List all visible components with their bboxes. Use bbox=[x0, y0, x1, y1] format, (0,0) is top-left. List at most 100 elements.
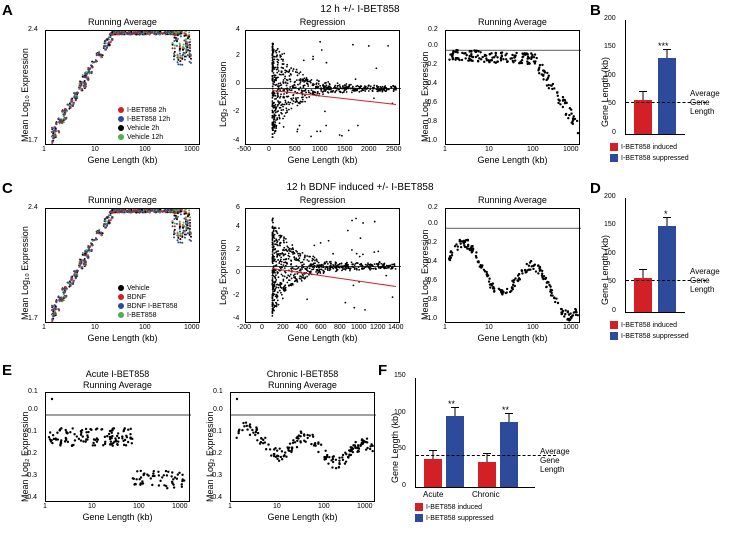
a2-ylabel: Log₂ Expression bbox=[218, 47, 228, 127]
section-title-a: 12 h +/- I-BET858 bbox=[285, 4, 435, 15]
chart-e2-title2: Running Average bbox=[231, 380, 374, 390]
c2-yt1: -2 bbox=[233, 292, 239, 299]
a1-ylabel: Mean Log₁₀ Expression bbox=[20, 32, 30, 142]
chart-a2-title: Regression bbox=[246, 17, 399, 27]
e1-yt5: 0.1 bbox=[28, 388, 38, 395]
legend-d-1: I-BET858 suppressed bbox=[610, 332, 689, 340]
c3-xt2: 100 bbox=[527, 324, 539, 331]
panel-a-label: A bbox=[2, 2, 13, 19]
a2-yt1: -2 bbox=[233, 108, 239, 115]
a3-yt6: 0.2 bbox=[428, 26, 438, 33]
e1-yt2: -0.2 bbox=[25, 450, 37, 457]
a3-xt3: 1000 bbox=[563, 146, 579, 153]
b-yt0: 0 bbox=[612, 129, 616, 136]
a1-xt1: 10 bbox=[91, 146, 99, 153]
c2-yt5: 6 bbox=[236, 204, 240, 211]
chart-a1: Running Average I-BET858 2h I-BET858 12h… bbox=[45, 30, 200, 145]
chart-c2-svg bbox=[246, 209, 401, 324]
e1-xt0: 1 bbox=[43, 503, 47, 510]
e2-yt5: 0.1 bbox=[213, 388, 223, 395]
c3-yt5: 0.0 bbox=[428, 220, 438, 227]
d-yt2: 100 bbox=[604, 250, 616, 257]
a1-xt3: 1000 bbox=[184, 146, 200, 153]
c3-yt4: -0.2 bbox=[425, 239, 437, 246]
avg-label-f: AverageGeneLength bbox=[540, 448, 570, 474]
a2-xt3: 1000 bbox=[312, 146, 328, 153]
b-yt4: 200 bbox=[604, 15, 616, 22]
panel-d-label: D bbox=[590, 180, 601, 197]
a2-xt5: 2000 bbox=[361, 146, 377, 153]
chart-e1: Acute I-BET858 Running Average bbox=[45, 392, 190, 502]
section-title-c: 12 h BDNF induced +/- I-BET858 bbox=[235, 182, 485, 193]
f-yt2: 100 bbox=[394, 409, 406, 416]
a3-xt0: 1 bbox=[443, 146, 447, 153]
chart-e2-svg bbox=[231, 393, 376, 503]
a1-xt0: 1 bbox=[42, 146, 46, 153]
c1-xt0: 1 bbox=[42, 324, 46, 331]
c3-xt3: 1000 bbox=[563, 324, 579, 331]
e1-yt3: -0.1 bbox=[25, 428, 37, 435]
chart-c3-svg bbox=[446, 209, 581, 324]
c3-yt2: -0.6 bbox=[425, 277, 437, 284]
panel-b-label: B bbox=[590, 2, 601, 19]
chart-a3: Running Average bbox=[445, 30, 580, 145]
a3-xlabel: Gene Length (kb) bbox=[445, 155, 580, 165]
chart-a3-title: Running Average bbox=[446, 17, 579, 27]
legend-b-1: I-BET858 suppressed bbox=[610, 154, 689, 162]
chart-a1-title: Running Average bbox=[46, 17, 199, 27]
e2-xt2: 100 bbox=[318, 503, 330, 510]
legend-a-2: Vehicle 2h bbox=[118, 125, 159, 132]
a2-xt0: -500 bbox=[237, 146, 251, 153]
c3-xt0: 1 bbox=[443, 324, 447, 331]
bar-b: *** bbox=[625, 20, 685, 135]
e1-yt4: 0.0 bbox=[28, 406, 38, 413]
a3-xt1: 10 bbox=[485, 146, 493, 153]
c2-yt0: -4 bbox=[233, 315, 239, 322]
c1-xt3: 1000 bbox=[184, 324, 200, 331]
e1-yt0: -0.4 bbox=[25, 494, 37, 501]
c2-xt3: 400 bbox=[296, 324, 308, 331]
c3-xlabel: Gene Length (kb) bbox=[445, 333, 580, 343]
e2-xt3: 1000 bbox=[357, 503, 373, 510]
legend-a-1: I-BET858 12h bbox=[118, 116, 170, 123]
legend-c-1: BDNF bbox=[118, 294, 146, 301]
c1-xlabel: Gene Length (kb) bbox=[45, 333, 200, 343]
chart-e2: Chronic I-BET858 Running Average bbox=[230, 392, 375, 502]
e2-xlabel: Gene Length (kb) bbox=[230, 512, 375, 522]
chart-a3-svg bbox=[446, 31, 581, 146]
legend-c-3: I-BET858 bbox=[118, 312, 157, 319]
a1-yt0: 1.7 bbox=[28, 137, 38, 144]
c2-yt2: 0 bbox=[236, 269, 240, 276]
chart-e1-title1: Acute I-BET858 bbox=[46, 369, 189, 379]
a2-xt2: 500 bbox=[289, 146, 301, 153]
f-ylabel: Gene Length (kb) bbox=[390, 383, 400, 483]
e2-yt1: -0.3 bbox=[210, 472, 222, 479]
c1-ylabel: Mean Log₁₀ Expression bbox=[20, 210, 30, 320]
e2-yt3: -0.1 bbox=[210, 428, 222, 435]
legend-f-1: I-BET858 suppressed bbox=[415, 514, 494, 522]
a2-yt2: 0 bbox=[236, 80, 240, 87]
e1-xt2: 100 bbox=[133, 503, 145, 510]
legend-c-2: BDNF I-BET858 bbox=[118, 303, 178, 310]
a1-xlabel: Gene Length (kb) bbox=[45, 155, 200, 165]
legend-c-0: Vehicle bbox=[118, 285, 150, 292]
a3-yt1: -0.8 bbox=[425, 118, 437, 125]
e2-xt1: 10 bbox=[273, 503, 281, 510]
chart-c1: Running Average Vehicle BDNF BDNF I-BET8… bbox=[45, 208, 200, 323]
c2-xlabel: Gene Length (kb) bbox=[245, 333, 400, 343]
chart-c3-title: Running Average bbox=[446, 195, 579, 205]
c2-xt0: -200 bbox=[237, 324, 251, 331]
a1-yt1: 2.4 bbox=[28, 26, 38, 33]
e1-xlabel: Gene Length (kb) bbox=[45, 512, 190, 522]
f-g0: Acute bbox=[423, 490, 443, 499]
c1-xt1: 10 bbox=[91, 324, 99, 331]
chart-a2-svg bbox=[246, 31, 401, 146]
d-yt1: 50 bbox=[608, 278, 616, 285]
c2-xt7: 1200 bbox=[370, 324, 386, 331]
e1-xt3: 1000 bbox=[172, 503, 188, 510]
a3-yt3: -0.4 bbox=[425, 80, 437, 87]
legend-b-0: I-BET858 induced bbox=[610, 143, 677, 151]
e1-yt1: -0.3 bbox=[25, 472, 37, 479]
legend-a-3: Vehicle 12h bbox=[118, 134, 163, 141]
legend-a-0: I-BET858 2h bbox=[118, 107, 166, 114]
